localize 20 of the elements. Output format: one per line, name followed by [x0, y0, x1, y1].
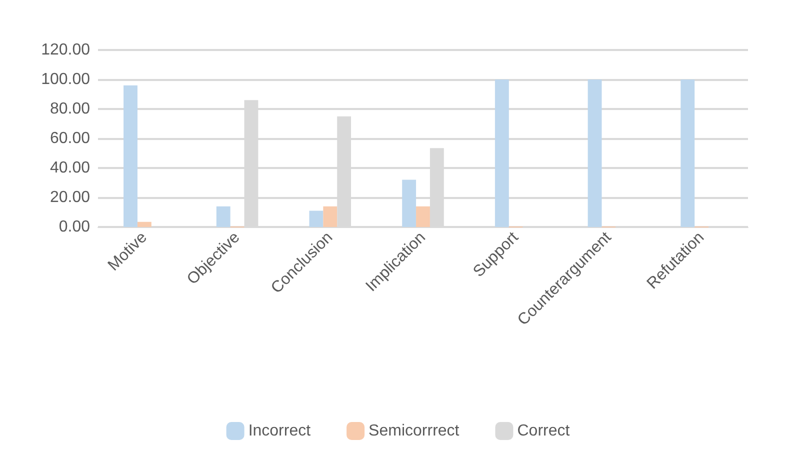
- y-tick-label: 60.00: [50, 130, 90, 147]
- bar: [137, 222, 152, 227]
- bar: [588, 80, 602, 227]
- legend-label: Semicorrrect: [368, 422, 460, 440]
- y-tick-label: 100.00: [41, 71, 90, 88]
- bar: [680, 80, 695, 227]
- y-tick-label: 80.00: [50, 100, 90, 118]
- bar: [416, 206, 430, 227]
- bar: [402, 180, 416, 227]
- bar: [309, 210, 324, 227]
- y-tick-label: 20.00: [50, 189, 90, 206]
- y-tick-label: 0.00: [58, 218, 90, 236]
- bar: [494, 80, 509, 227]
- bar: [323, 206, 338, 227]
- legend-label: Correct: [517, 422, 570, 440]
- bar: [216, 206, 230, 227]
- bar: [124, 85, 138, 227]
- y-tick-label: 120.00: [41, 42, 90, 58]
- legend-label: Incorrect: [248, 422, 312, 440]
- y-tick-label: 40.00: [50, 160, 90, 176]
